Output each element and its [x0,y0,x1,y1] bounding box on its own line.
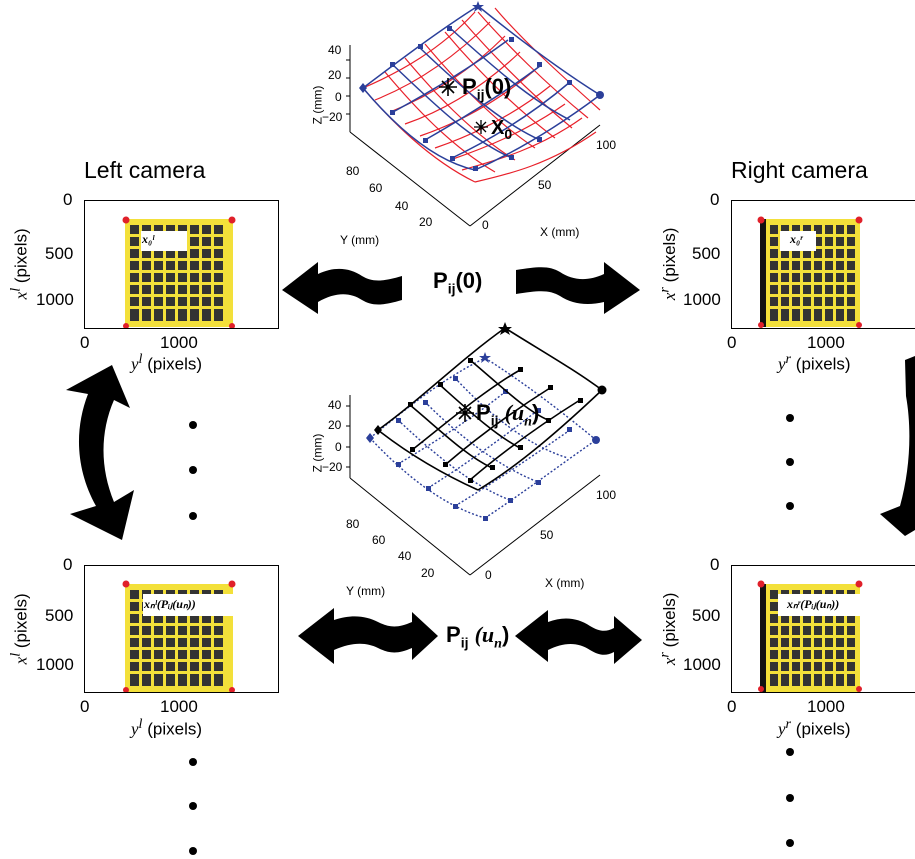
double-arrow-icon [298,608,438,664]
y-tick: 500 [692,606,721,625]
y-tick: 1000 [36,290,74,309]
y-tick: 1000 [683,290,721,309]
y-tick: 20 [419,215,433,229]
speckle-pattern-image [122,580,236,693]
inset-label: x₀ˡ [142,232,155,246]
x-tick: 100 [596,138,617,152]
y-tick: 60 [372,533,386,547]
x-axis-label: yr (pixels) [778,351,851,374]
x-tick: 0 [727,333,737,352]
speckle-pattern-image [757,216,863,328]
x-tick: 50 [540,528,554,542]
left-image-bottom [84,565,279,693]
right-camera-title: Right camera [731,157,868,183]
pij-un-annotation: Pij (un) [476,400,540,430]
x-tick: 1000 [160,697,198,716]
curved-arrow-icon [66,365,134,540]
x-axis-label: yr (pixels) [778,716,851,739]
speckle-pattern-image [757,580,864,692]
wavy-arrow-icon [516,262,640,314]
z-tick: 0 [335,440,342,454]
x-tick: 0 [727,697,737,716]
y-tick: 0 [63,190,73,209]
surface-plot-top [346,1,604,227]
y-tick: 80 [346,517,360,531]
x-tick: 0 [80,697,90,716]
right-image-bottom [731,565,915,693]
y-tick: 1000 [36,655,74,674]
x-tick: 50 [538,178,552,192]
x-axis-label: X (mm) [540,225,580,239]
z-tick: −20 [322,460,343,474]
y-tick: 0 [710,555,720,574]
y-tick: 500 [692,244,721,263]
x-tick: 1000 [807,697,845,716]
y-tick: 60 [369,181,383,195]
y-tick: 0 [63,555,73,574]
y-tick: 0 [710,190,720,209]
y-tick: 40 [395,199,409,213]
z-tick: 20 [328,418,342,432]
x-tick: 0 [80,333,90,352]
z-tick: 20 [328,68,342,82]
wavy-arrow-icon [282,262,402,314]
pij-zero-label: Pij(0) [433,268,483,297]
y-tick: 20 [421,566,435,580]
surface-plot-mid [346,322,607,576]
x-tick: 100 [596,488,617,502]
x0-annotation: X0 [491,117,513,142]
z-tick: 0 [335,90,342,104]
pij-zero-annotation: Pij(0) [462,74,512,103]
x-axis-label: yl (pixels) [131,351,203,374]
x-tick: 1000 [807,333,845,352]
curved-arrow-icon [880,356,915,536]
y-axis-label: Y (mm) [346,584,386,598]
z-tick: −20 [322,110,343,124]
y-tick: 40 [398,549,412,563]
left-camera-title: Left camera [84,157,206,183]
pij-un-label: Pij (un) [446,622,510,652]
speckle-pattern-image [122,216,236,329]
y-axis-label: Y (mm) [340,233,380,247]
x-tick: 0 [485,568,492,582]
x-axis-label: X (mm) [545,576,585,590]
inset-label: xₙʳ(Pᵢⱼ(uₙ)) [787,597,840,611]
x-axis-label: yl (pixels) [131,716,203,739]
x-tick: 0 [482,218,489,232]
double-arrow-icon [515,610,642,664]
inset-label: xₙˡ(Pᵢⱼ(uₙ)) [144,597,196,611]
y-tick: 80 [346,164,360,178]
z-tick: 40 [328,398,342,412]
y-tick: 500 [45,606,74,625]
inset-label: x₀ʳ [790,232,803,246]
y-tick: 1000 [683,655,721,674]
x-tick: 1000 [160,333,198,352]
right-image-top [731,200,915,329]
z-tick: 40 [328,43,342,57]
left-image-top [84,200,279,329]
y-tick: 500 [45,244,74,263]
